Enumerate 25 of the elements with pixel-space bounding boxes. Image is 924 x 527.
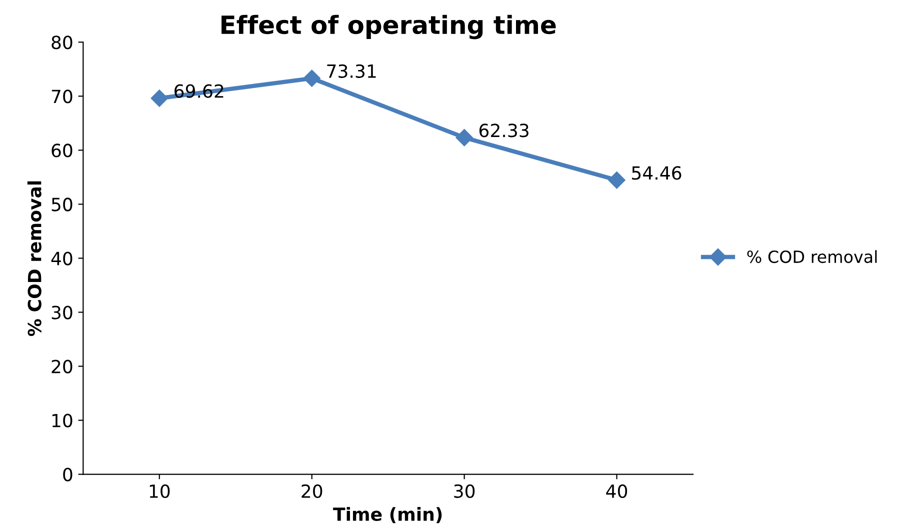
chart-title: Effect of operating time — [222, 14, 556, 40]
x-tick-label: 40 — [606, 484, 628, 498]
y-tick-label: 0 — [63, 468, 72, 482]
point — [456, 129, 473, 146]
y-tick-label: 30 — [52, 306, 72, 320]
x-tick-label: 20 — [302, 484, 322, 498]
y-axis-title: % COD removal — [27, 181, 42, 336]
legend-label: % COD removal — [747, 250, 877, 264]
data-label: 54.46 — [632, 166, 682, 180]
data-label: 73.31 — [327, 64, 376, 78]
x-tick-label: 30 — [454, 484, 475, 498]
point — [608, 172, 626, 189]
y-tick-label: 50 — [52, 198, 72, 212]
x-tick-label: 10 — [150, 484, 170, 498]
y-tick-label: 20 — [52, 360, 72, 374]
data-label: 62.33 — [479, 124, 528, 138]
y-tick-label: 60 — [52, 144, 72, 158]
y-tick-label: 10 — [52, 414, 72, 428]
point — [303, 70, 320, 87]
point — [150, 90, 168, 107]
data-label: 69.62 — [174, 84, 224, 98]
y-tick-label: 40 — [51, 252, 72, 266]
y-tick-label: 70 — [52, 90, 72, 104]
x-axis-title: Time (min) — [333, 507, 442, 524]
y-tick-label: 80 — [52, 36, 72, 50]
